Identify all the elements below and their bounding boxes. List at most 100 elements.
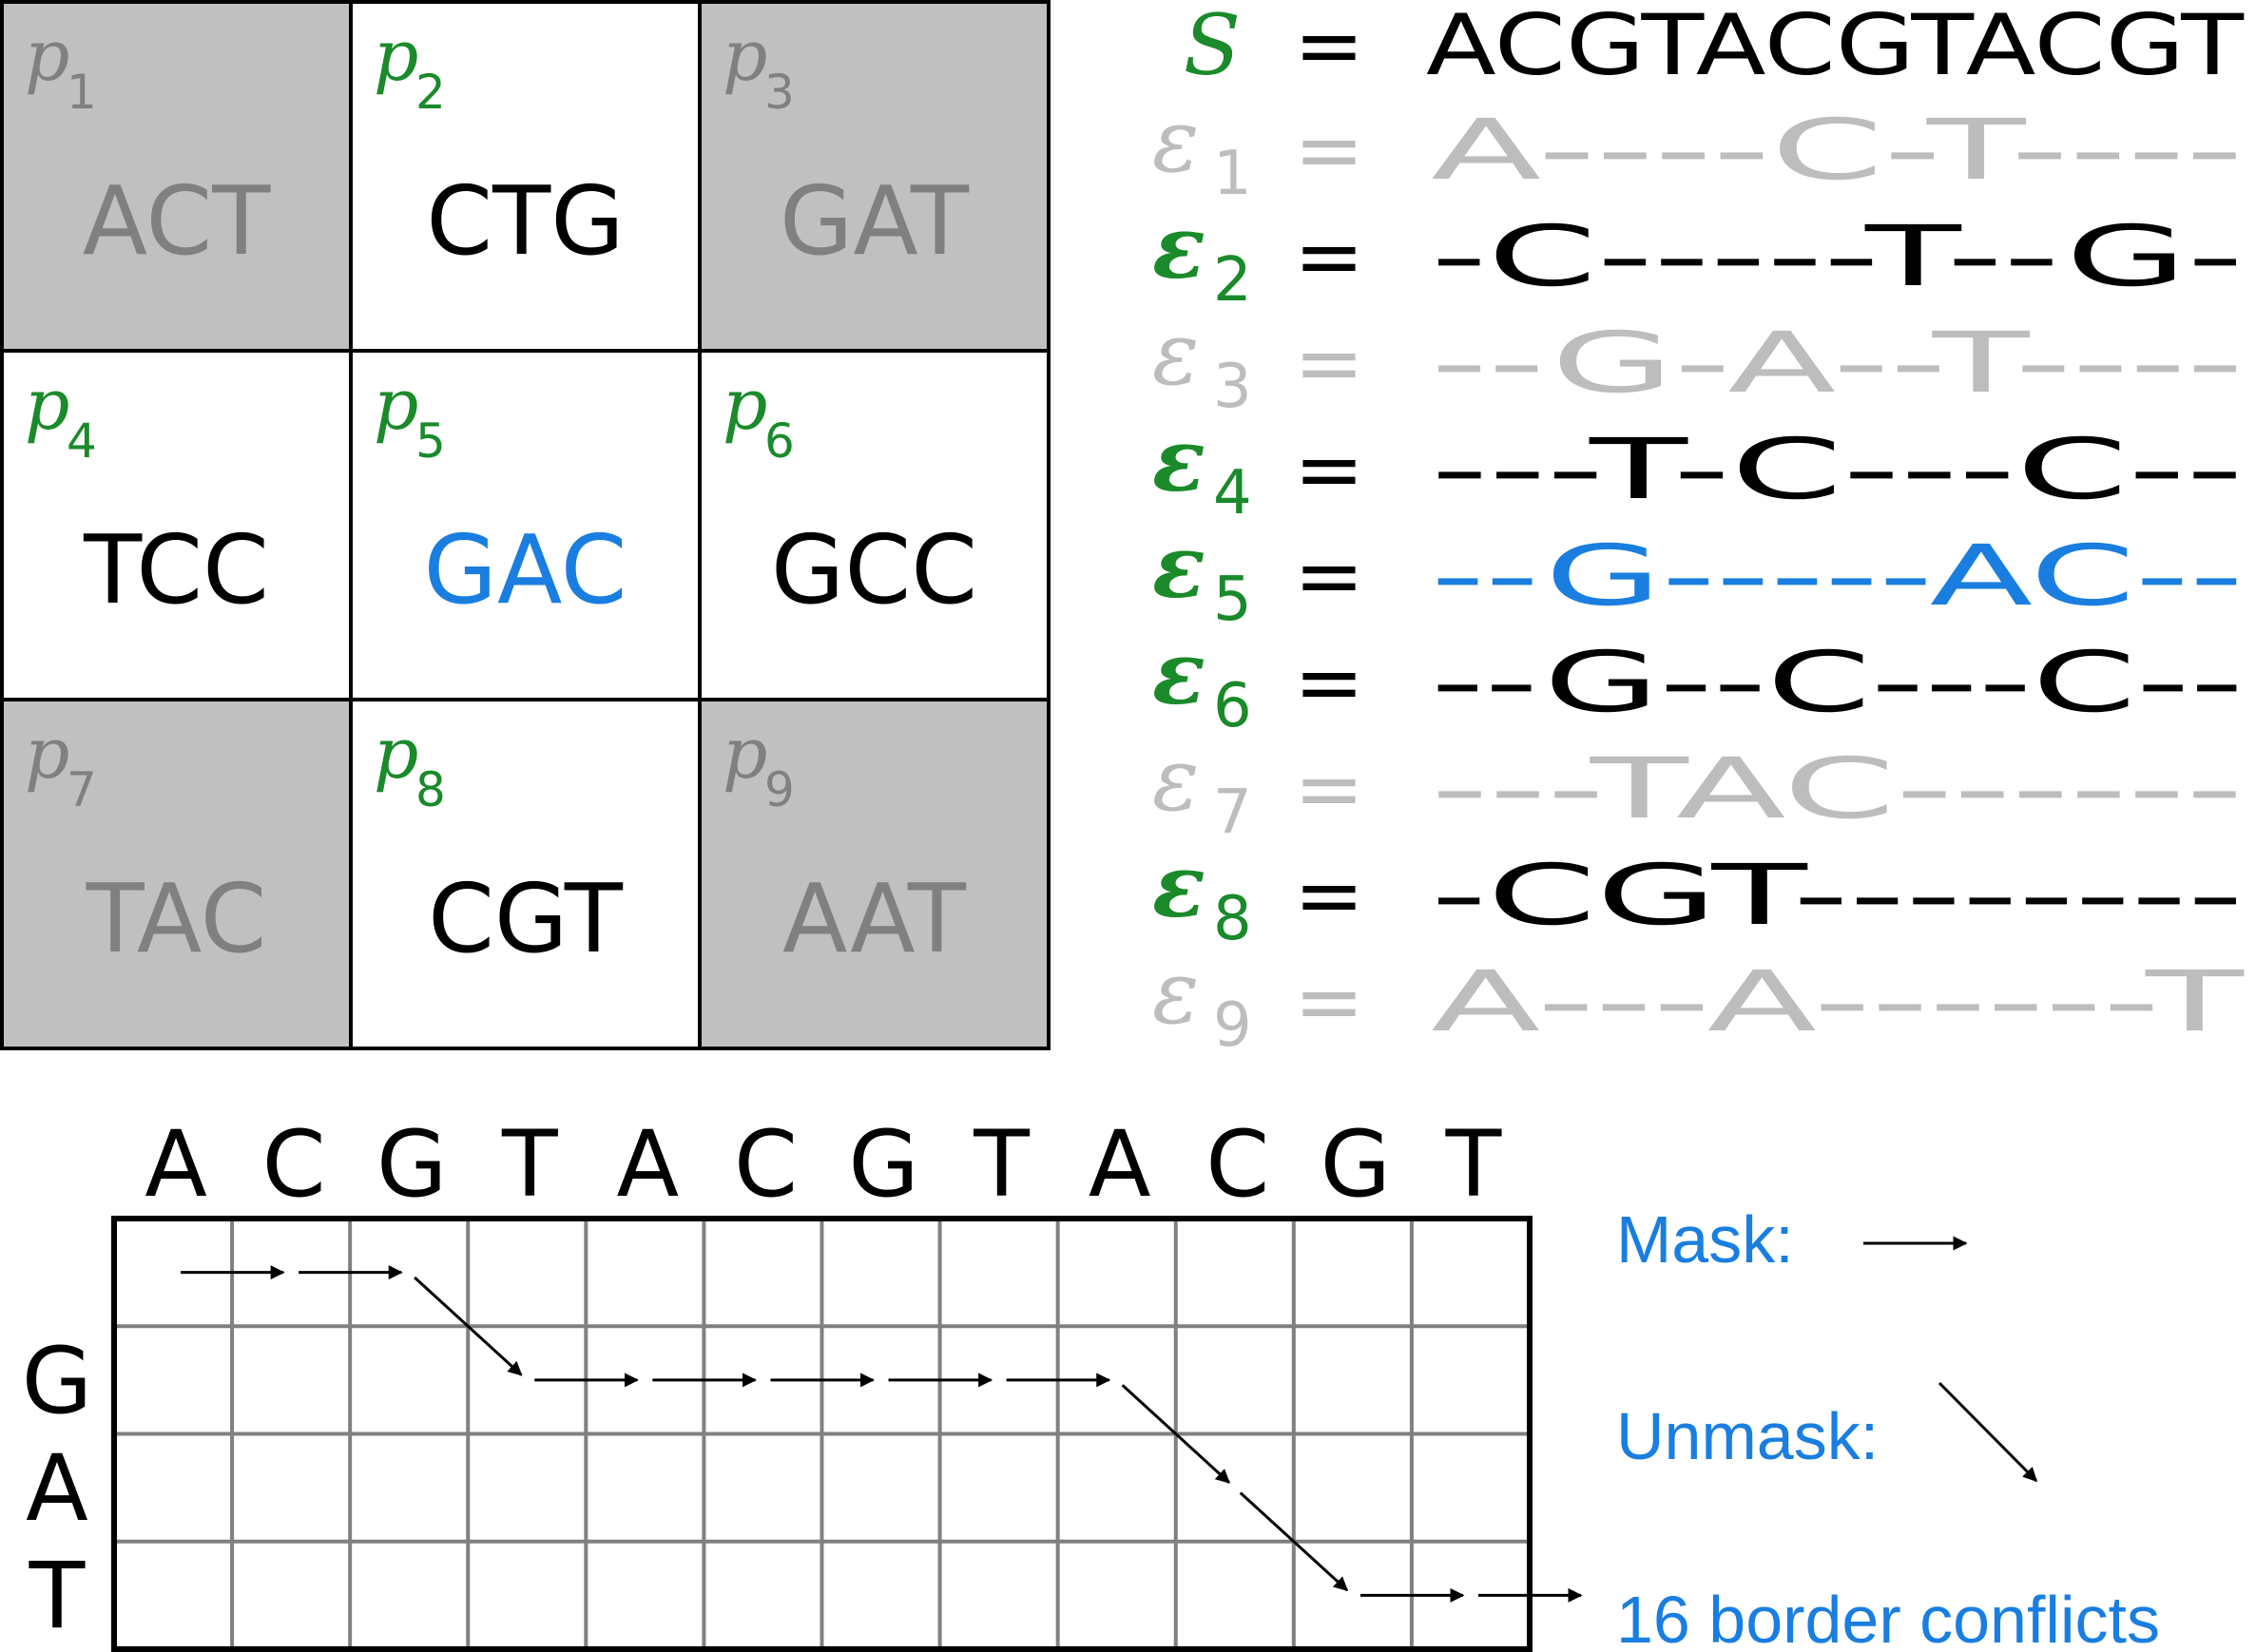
embedding-row: ε 1 = A----C-T---- [1152, 90, 2244, 209]
column-header: A [617, 1111, 680, 1218]
embedding-value: A---A------T [1431, 952, 2246, 1050]
patch-sequence: TAC [86, 863, 267, 974]
column-header: A [1089, 1111, 1151, 1218]
row-header: A [26, 1435, 88, 1542]
embedding-equals: = [1294, 952, 1364, 1050]
patch-cell: p4 TCC [0, 349, 353, 701]
embedding-symbol: ε [1152, 729, 1199, 831]
patch-label: p [25, 713, 69, 795]
column-header: C [734, 1111, 798, 1218]
embedding-index: 6 [1213, 671, 1252, 741]
embedding-index: 9 [1213, 990, 1252, 1061]
embedding-value: ---TAC------ [1431, 740, 2244, 837]
patch-sequence: CTG [426, 165, 624, 277]
embedding-index: 7 [1213, 778, 1252, 848]
column-header: G [1321, 1111, 1391, 1218]
embedding-row: ε 3 = --G-A--T---- [1152, 303, 2244, 422]
embedding-symbol: ε [1152, 515, 1205, 618]
patch-cell-background [698, 349, 1051, 701]
legend-conflicts-label: 16 border conflicts [1616, 1583, 2160, 1652]
sequence-value: ACGTACGTACGT [1426, 0, 2246, 94]
patch-label: p [374, 364, 418, 446]
embedding-index: 3 [1213, 352, 1252, 422]
patch-cell-background [0, 349, 353, 701]
patch-label: p [723, 364, 767, 446]
patch-sequence: GAC [424, 514, 627, 625]
row-header: T [29, 1543, 86, 1649]
embedding-row: ε 9 = A---A------T [1152, 942, 2246, 1061]
sequence-equals: = [1294, 0, 1364, 94]
legend-unmask-arrow [1938, 1381, 2038, 1483]
patch-sequence: AAT [782, 863, 967, 974]
patch-label-index: 9 [764, 762, 795, 817]
patch-label: p [374, 15, 418, 97]
embedding-value: -CGT-------- [1431, 846, 2244, 944]
embedding-equals: = [1294, 633, 1364, 731]
embedding-row: ε 2 = -C-----T--G- [1152, 196, 2244, 316]
embedding-equals: = [1294, 207, 1364, 305]
patch-sequence: GAT [780, 165, 970, 277]
unmask-arrow [414, 1276, 523, 1376]
embedding-symbol: ε [1152, 196, 1205, 298]
patch-sequence: ACT [83, 165, 271, 277]
patch-label-index: 1 [67, 65, 97, 120]
embedding-index: 2 [1213, 245, 1252, 316]
column-header: T [973, 1111, 1030, 1218]
patch-cell: p6 GCC [698, 349, 1051, 701]
patch-label-index: 8 [415, 762, 446, 817]
grid-border [111, 1216, 1533, 1652]
embedding-index: 1 [1213, 139, 1252, 209]
embedding-list: S = ACGTACGTACGT ε 1 = A----C-T----ε 2 = -C---… [1152, 0, 2246, 1061]
embedding-index: 8 [1213, 884, 1252, 954]
embedding-row: ε 4 = ---T-C---C-- [1152, 409, 2244, 528]
embedding-symbol: ε [1152, 303, 1199, 405]
embedding-row: ε 6 = --G--C---C-- [1152, 622, 2244, 741]
patch-label: p [25, 364, 69, 446]
embedding-equals: = [1294, 101, 1364, 199]
column-header: G [848, 1111, 918, 1218]
embedding-symbol: ε [1152, 835, 1205, 937]
unmask-arrow [1239, 1491, 1349, 1592]
patch-sequence: CGT [428, 863, 624, 974]
column-header: A [145, 1111, 207, 1218]
column-header: C [1205, 1111, 1269, 1218]
embedding-equals: = [1294, 846, 1364, 944]
embedding-value: --G--C---C-- [1431, 633, 2244, 731]
patch-cell-background [0, 698, 353, 1050]
embedding-index: 5 [1213, 565, 1252, 635]
embedding-equals: = [1294, 740, 1364, 837]
sequence-symbol: S [1184, 0, 1241, 94]
embedding-row: ε 7 = ---TAC------ [1152, 729, 2244, 848]
embedding-value: A----C-T---- [1431, 101, 2244, 199]
patch-cell-background [698, 698, 1051, 1050]
patch-label: p [25, 15, 69, 97]
patch-sequence: GCC [771, 514, 977, 625]
patch-label-index: 7 [67, 762, 97, 817]
patch-cell: p1 ACT [0, 0, 353, 353]
patch-cell: p3 GAT [698, 0, 1051, 353]
embedding-equals: = [1294, 314, 1364, 412]
embedding-index: 4 [1213, 458, 1252, 528]
embedding-symbol: ε [1152, 409, 1205, 511]
patch-grid: p1ACTp2CTGp3GATp4TCCp5GACp6GCCp7TACp8CGT… [0, 0, 1051, 1050]
legend-unmask-label: Unmask: [1616, 1399, 1879, 1473]
embedding-value: ---T-C---C-- [1431, 420, 2244, 518]
patch-label-index: 2 [415, 65, 446, 120]
embedding-symbol: ε [1152, 90, 1199, 192]
patch-label-index: 5 [415, 413, 446, 469]
embedding-value: --G-A--T---- [1431, 314, 2244, 412]
embedding-equals: = [1294, 527, 1364, 624]
patch-cell: p5 GAC [349, 349, 702, 701]
patch-cell-background [698, 0, 1051, 353]
patch-label-index: 6 [764, 413, 795, 469]
patch-cell-background [349, 349, 702, 701]
embedding-symbol: ε [1152, 942, 1199, 1044]
patch-label: p [374, 713, 418, 795]
embedding-row: ε 5 = --G-----AC-- [1152, 515, 2244, 635]
patch-label: p [723, 15, 767, 97]
patch-cell: p7 TAC [0, 698, 353, 1050]
embedding-row: ε 8 = -CGT-------- [1152, 835, 2244, 954]
patch-cell-background [349, 0, 702, 353]
